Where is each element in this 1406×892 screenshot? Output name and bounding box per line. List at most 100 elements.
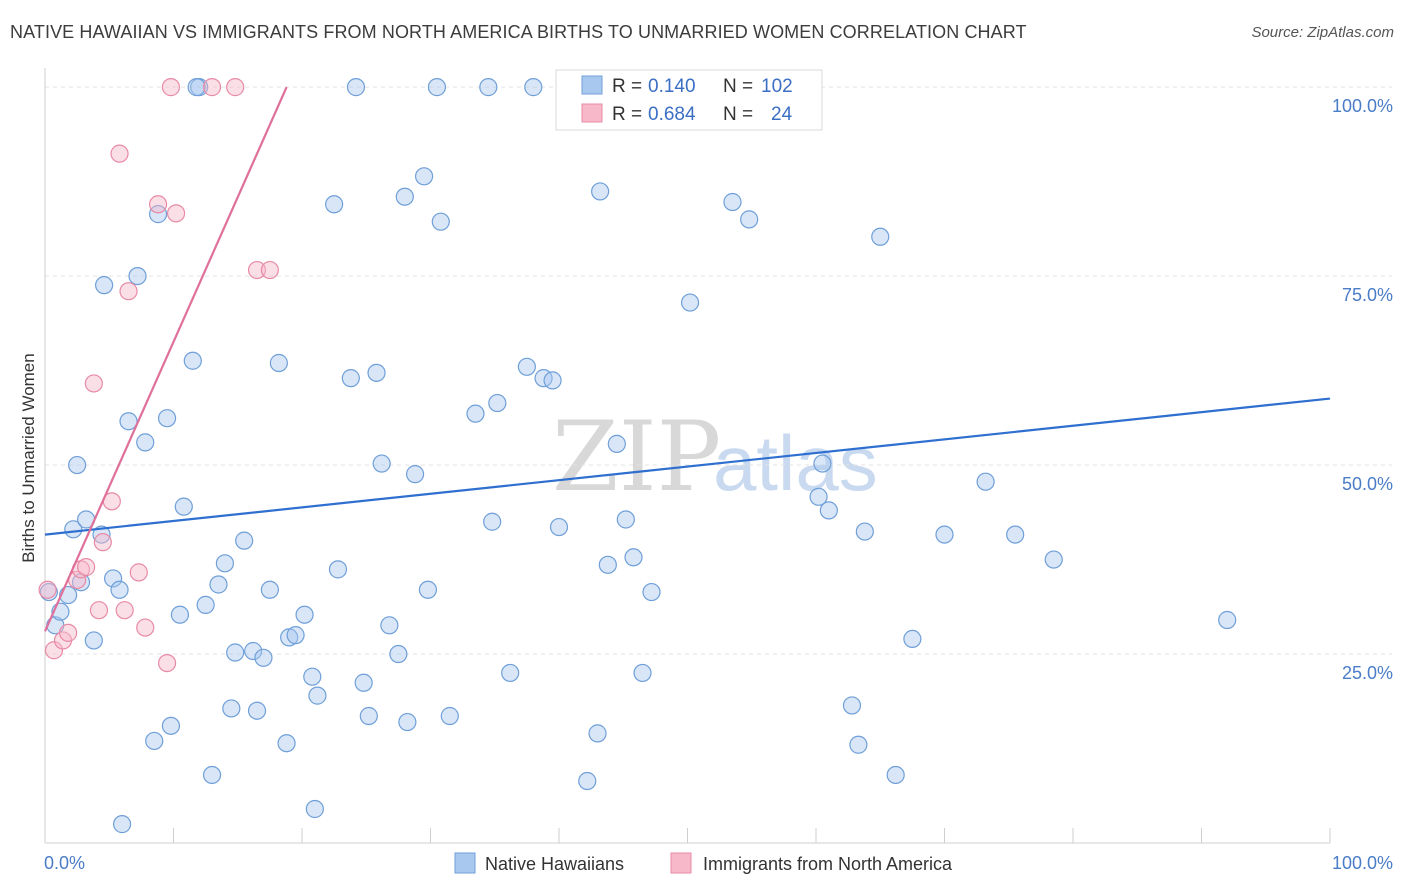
native-hawaiian-point [157,409,177,428]
native-hawaiian-point [209,575,228,594]
immigrant-point [226,78,245,97]
bottom-legend-swatch-pink [670,852,692,874]
native-hawaiian-point [226,643,245,662]
native-hawaiian-point [244,641,263,661]
immigrant-point [129,563,148,582]
native-hawaiian-point [976,472,995,491]
immigrant-point [77,558,96,577]
legend-r-value-2: 0.684 [648,104,696,125]
correlation-legend: R = 0.140 N = 102 R = 0.684 N = 24 [555,69,823,131]
native-hawaiian-point [148,205,168,224]
native-hawaiian-point [247,701,267,720]
native-hawaiian-point [341,369,360,388]
native-hawaiian-point [855,522,874,541]
native-hawaiian-point [187,78,206,97]
native-hawaiian-point [170,605,190,624]
immigrant-point [59,623,78,642]
native-hawaiian-point [161,716,181,735]
native-hawaiian-point [427,78,447,97]
legend-n-value-2: 24 [771,104,793,125]
native-hawaiian-point [740,210,759,229]
native-hawaiian-point [136,433,155,452]
immigrant-point [148,195,168,214]
native-hawaiian-point [110,580,129,599]
immigrant-point [202,78,222,97]
watermark-atlas: atlas [713,419,878,507]
native-hawaiian-point [215,554,234,573]
native-hawaiian-point [723,192,742,212]
legend-swatch-blue [581,75,603,95]
native-hawaiian-point [286,626,305,645]
native-hawaiian-point [354,673,373,692]
native-hawaiian-point [479,78,498,97]
trend-lines [43,86,1331,632]
native-hawaiian-point [389,644,408,664]
native-hawaiian-point [488,393,507,413]
native-hawaiian-point [104,569,123,588]
immigrant-point [93,533,112,552]
legend-n-value-1: 102 [761,76,793,97]
native-hawaiian-point [112,815,132,834]
native-hawaiian-point [325,195,344,214]
trend-line-native-hawaiians [44,397,1331,536]
native-hawaiian-point [277,734,296,753]
native-hawaiian-point [119,412,138,431]
native-hawaiian-point [483,512,502,531]
native-hawaiian-point [222,699,241,718]
native-hawaiian-point [849,735,868,754]
immigrant-point [157,653,177,673]
chart-title: NATIVE HAWAIIAN VS IMMIGRANTS FROM NORTH… [10,22,1027,42]
legend-r-value-1: 0.140 [648,76,696,97]
legend-r-label-1: R = [612,76,642,97]
y-axis-label: Births to Unmarried Women [19,353,38,562]
native-hawaiian-point [202,765,222,785]
trend-line-immigrants [43,86,288,632]
native-hawaiian-point [935,525,954,544]
native-hawaiian-point [359,706,378,726]
legend-n-label-1: N = [723,76,753,97]
native-hawaiian-point [431,212,450,231]
native-hawaiian-point [303,667,322,686]
y-tick-label: 50.0% [1342,474,1393,494]
immigrant-point [161,78,181,97]
watermark-zip: ZIP [552,401,721,513]
native-hawaiian-point [607,434,626,453]
immigrant-point [89,601,109,620]
native-hawaiian-point [501,663,520,683]
native-hawaiian-point [1044,550,1063,569]
native-hawaiian-point [305,799,324,819]
native-hawaiian-point [524,78,543,97]
y-tick-label: 25.0% [1342,663,1393,683]
native-hawaiian-point [616,510,635,529]
native-hawaiian-point [260,580,279,599]
native-hawaiian-point [588,724,607,743]
immigrant-point [38,580,57,599]
legend-n-label-2: N = [723,104,753,125]
native-hawaiian-point [418,580,438,599]
native-hawaiian-point [84,631,103,650]
native-hawaiian-point [395,187,414,206]
native-hawaiian-point [235,531,254,550]
bottom-legend-immigrants: Immigrants from North America [703,854,953,874]
native-hawaiian-point [367,363,386,382]
native-hawaiian-point [543,371,562,390]
native-hawaiian-point [346,78,366,97]
native-hawaiian-point [549,517,569,537]
native-hawaiian-point [64,520,83,539]
native-hawaiian-point [466,404,485,423]
y-tick-label: 100.0% [1332,96,1393,116]
immigrant-point [136,618,155,637]
native-hawaiian-point [809,487,828,506]
native-hawaiian-point [903,629,922,649]
native-hawaiian-point [440,706,459,726]
immigrant-point [166,204,186,223]
native-hawaiian-point [254,648,273,667]
native-hawaiian-point [414,167,434,186]
native-hawaiian-point [398,712,417,732]
legend-swatch-pink [581,103,603,123]
immigrant-point [119,282,138,301]
native-hawaiian-point [95,276,114,295]
native-hawaiian-point [871,227,890,246]
immigrant-point [247,260,267,280]
